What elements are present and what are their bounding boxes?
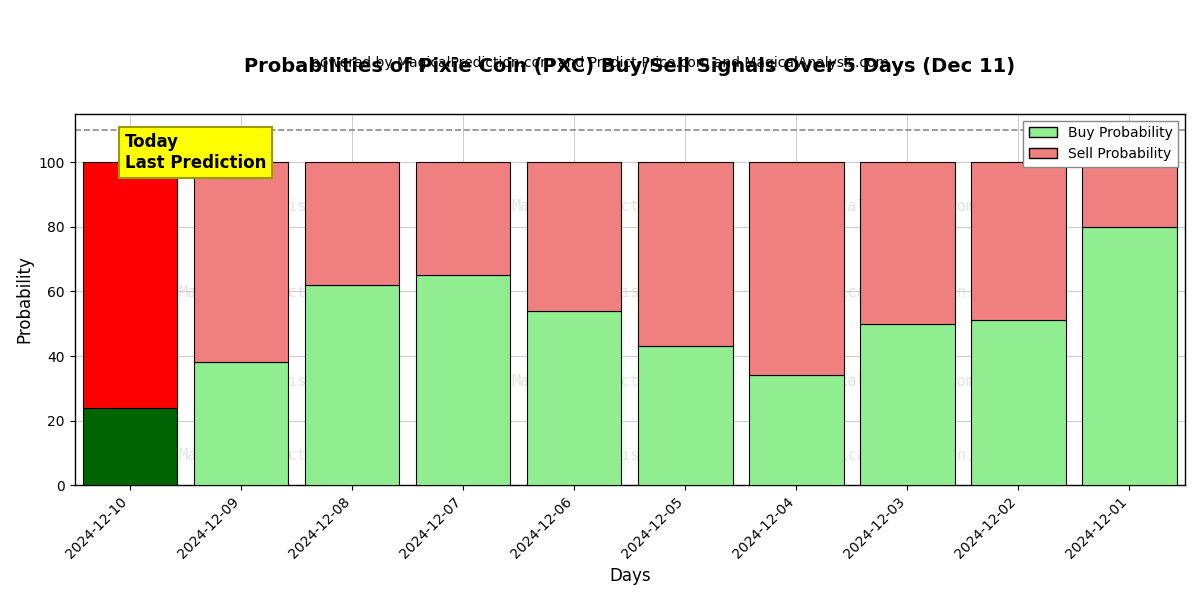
Bar — [860, 162, 955, 323]
Bar — [638, 346, 732, 485]
Title: Probabilities of Pixie Coin (PXC) Buy/Sell Signals Over 5 Days (Dec 11): Probabilities of Pixie Coin (PXC) Buy/Se… — [245, 57, 1015, 76]
Text: MagicalPrediction.com: MagicalPrediction.com — [512, 199, 703, 214]
Text: calAnalysis.com: calAnalysis.com — [839, 374, 976, 389]
Bar — [971, 162, 1066, 320]
Text: MagicalPrediction.com: MagicalPrediction.com — [179, 448, 371, 463]
Bar — [305, 162, 400, 285]
Bar — [416, 275, 510, 485]
Bar — [416, 162, 510, 275]
Bar — [527, 162, 622, 311]
Bar — [527, 311, 622, 485]
Bar — [1082, 227, 1177, 485]
Y-axis label: Probability: Probability — [16, 256, 34, 343]
Text: MagicalPrediction.com: MagicalPrediction.com — [179, 284, 371, 299]
Text: MagicalPrediction.com: MagicalPrediction.com — [512, 374, 703, 389]
Bar — [749, 162, 844, 376]
Bar — [194, 162, 288, 362]
Bar — [83, 162, 178, 408]
Bar — [1082, 162, 1177, 227]
Bar — [860, 323, 955, 485]
Text: calAnalysis.com: calAnalysis.com — [206, 374, 343, 389]
Text: calAnalysis.com: calAnalysis.com — [839, 199, 976, 214]
Text: calAnalysis.com: calAnalysis.com — [539, 284, 676, 299]
Text: powered by MagicalPrediction.com and Predict-Price.com and MagicalAnalysis.com: powered by MagicalPrediction.com and Pre… — [311, 56, 889, 70]
Bar — [305, 285, 400, 485]
Text: MagicalPrediction.com: MagicalPrediction.com — [811, 448, 1003, 463]
Bar — [971, 320, 1066, 485]
Bar — [638, 162, 732, 346]
Bar — [194, 362, 288, 485]
Text: calAnalysis.com: calAnalysis.com — [206, 199, 343, 214]
Text: MagicalPrediction.com: MagicalPrediction.com — [811, 284, 1003, 299]
Legend: Buy Probability, Sell Probability: Buy Probability, Sell Probability — [1024, 121, 1178, 167]
X-axis label: Days: Days — [610, 567, 650, 585]
Bar — [749, 376, 844, 485]
Text: Today
Last Prediction: Today Last Prediction — [125, 133, 266, 172]
Bar — [83, 408, 178, 485]
Text: calAnalysis.com: calAnalysis.com — [539, 448, 676, 463]
